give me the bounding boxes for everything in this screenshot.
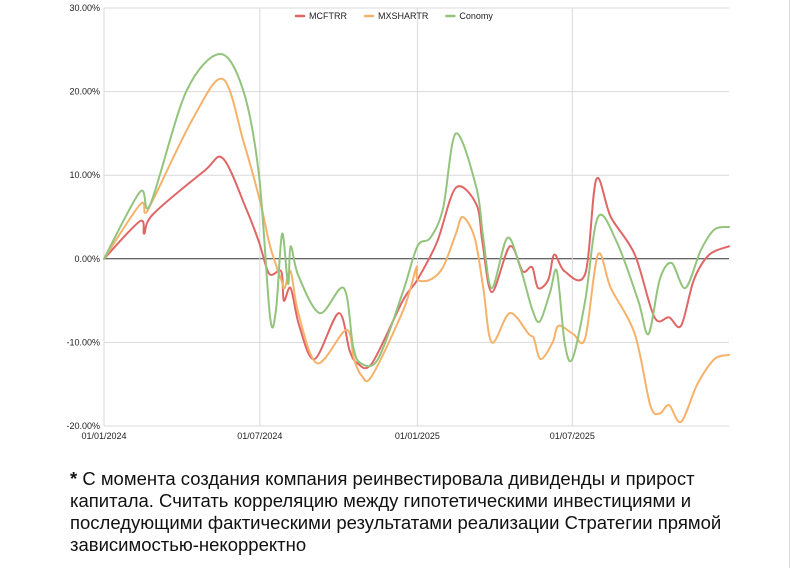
footnote: * С момента создания компания реинвестир… (70, 468, 770, 556)
x-tick-label: 01/01/2024 (81, 431, 126, 441)
y-tick-label: 0.00% (74, 254, 100, 264)
x-tick-label: 01/07/2025 (550, 431, 595, 441)
legend-label: Conomy (459, 11, 493, 21)
footnote-star: * (70, 468, 78, 489)
series-line-conomy (103, 53, 730, 368)
legend: MCFTRR MXSHARTR Conomy (294, 11, 493, 21)
footnote-text: С момента создания компания реинвестиров… (70, 468, 722, 555)
legend-label: MCFTRR (309, 11, 347, 21)
x-axis-ticks: 01/01/2024 01/07/2024 01/01/2025 01/07/2025 (81, 431, 594, 441)
y-tick-label: 20.00% (69, 87, 100, 97)
y-tick-label: 10.00% (69, 170, 100, 180)
y-tick-label: 30.00% (69, 3, 100, 13)
legend-label: MXSHARTR (378, 11, 429, 21)
x-tick-label: 01/01/2025 (395, 431, 440, 441)
y-axis-ticks: 30.00% 20.00% 10.00% 0.00% -10.00% -20.00% (66, 3, 100, 431)
series-lines (103, 53, 730, 424)
x-tick-label: 01/07/2024 (237, 431, 282, 441)
line-chart: 30.00% 20.00% 10.00% 0.00% -10.00% -20.00% 01… (66, 3, 730, 441)
y-tick-label: -10.00% (66, 337, 100, 347)
series-line-mcftrr (103, 155, 730, 370)
y-tick-label: -20.00% (66, 421, 100, 431)
